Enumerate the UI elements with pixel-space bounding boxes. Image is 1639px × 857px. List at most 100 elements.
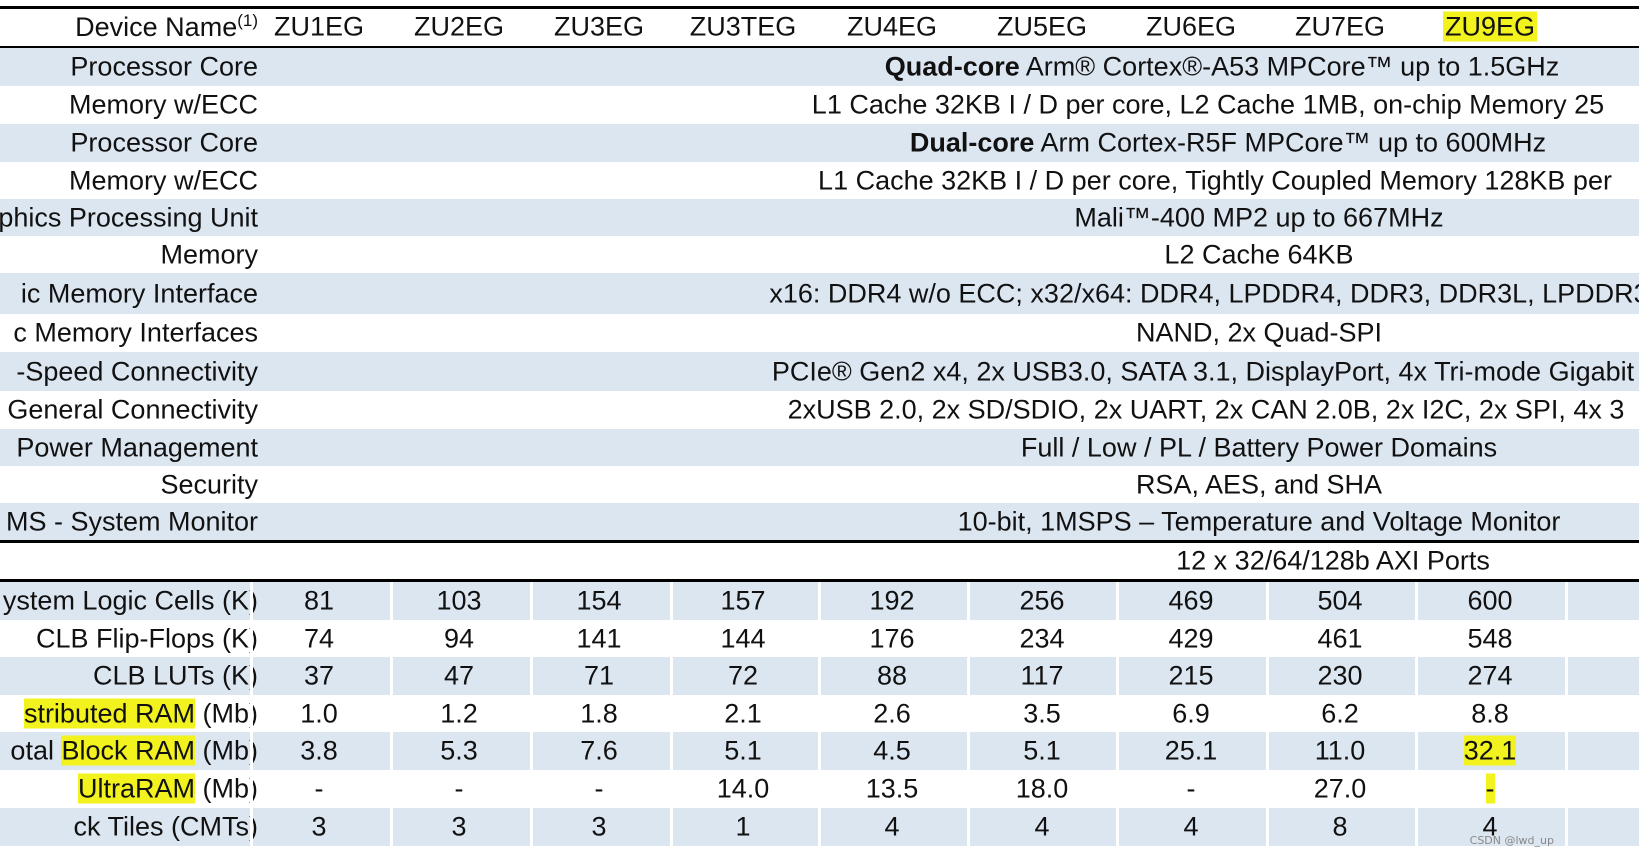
ps-feature-row: MS - System Monitor 10-bit, 1MSPS – Tempe… (0, 503, 1639, 540)
device-name: ZU9EG (1442, 11, 1538, 42)
ps-feature-row: Power Management Full / Low / PL / Batter… (0, 429, 1639, 466)
row-value: Quad-core Arm® Cortex®-A53 MPCore™ up to… (258, 48, 1639, 86)
cell-value: 71 (583, 660, 615, 691)
row-label: phics Processing Unit (0, 199, 258, 236)
value-cell: 81 (244, 582, 394, 620)
highlighted-label-part: stributed RAM (23, 698, 195, 728)
value-text: 10-bit, 1MSPS – Temperature and Voltage … (957, 506, 1561, 536)
cell-value: 3.5 (1023, 698, 1061, 728)
device-name: ZU3EG (553, 11, 645, 42)
value-cell: 429 (1116, 620, 1266, 657)
column-separator (1565, 620, 1568, 657)
ps-feature-row: ic Memory Interface x16: DDR4 w/o ECC; x3… (0, 273, 1639, 314)
column-separator (530, 770, 533, 808)
cell-value: 103 (436, 585, 482, 616)
column-separator (1415, 657, 1418, 695)
pl-top-rule (0, 579, 1639, 582)
ps-feature-row: -Speed Connectivity PCIe® Gen2 x4, 2x USB… (0, 352, 1639, 391)
cell-value: 2.1 (724, 698, 762, 728)
column-separator (670, 770, 673, 808)
value-emphasis: Quad-core (884, 51, 1020, 82)
column-separator (530, 657, 533, 695)
column-separator (1565, 657, 1568, 695)
label-part: (Mb) (195, 773, 259, 804)
column-separator (818, 657, 821, 695)
cell-value: 81 (303, 585, 335, 616)
value-cell: 5.1 (967, 732, 1117, 770)
cell-value: 4 (1034, 811, 1050, 842)
ps-feature-row: phics Processing Unit Mali™-400 MP2 up to… (0, 199, 1639, 236)
column-separator (390, 620, 393, 657)
cell-value: 429 (1168, 623, 1214, 653)
ps-feature-row: Memory w/ECC L1 Cache 32KB I / D per core… (0, 162, 1639, 199)
value-cell: 103 (384, 582, 534, 620)
row-value: L1 Cache 32KB I / D per core, L2 Cache 1… (258, 86, 1639, 124)
value-text: NAND, 2x Quad-SPI (1135, 317, 1383, 348)
column-separator (818, 582, 821, 620)
cell-value: 13.5 (865, 773, 919, 804)
row-label: ystem Logic Cells (K) (0, 582, 258, 620)
row-label: -Speed Connectivity (0, 352, 258, 391)
value-cell: 27.0 (1265, 770, 1415, 808)
value-cell: 461 (1265, 620, 1415, 657)
value-cell: 6.2 (1265, 695, 1415, 732)
value-text: L1 Cache 32KB I / D per core, Tightly Co… (818, 165, 1612, 195)
column-separator (1266, 582, 1269, 620)
cell-value: 8.8 (1471, 698, 1509, 728)
column-separator (1415, 582, 1418, 620)
cell-value: 600 (1467, 585, 1513, 616)
column-separator (967, 695, 970, 732)
device-column-header: ZU9EG (1415, 6, 1565, 48)
cell-value: 504 (1317, 585, 1363, 616)
value-cell: 215 (1116, 657, 1266, 695)
column-separator (670, 582, 673, 620)
cell-value: 5.1 (1023, 735, 1061, 766)
column-separator (1415, 770, 1418, 808)
row-label: c Memory Interfaces (0, 314, 258, 352)
value-cell: - (1116, 770, 1266, 808)
value-cell: 5.3 (384, 732, 534, 770)
ps-bottom-rule (0, 540, 1639, 543)
column-separator (967, 657, 970, 695)
device-column-header: ZU5EG (967, 6, 1117, 48)
cell-value: 154 (576, 585, 622, 616)
cell-value: 5.1 (724, 735, 762, 766)
column-separator (1565, 695, 1568, 732)
column-separator (818, 770, 821, 808)
pl-resource-row: CLB LUTs (K) 37 47 71 72 88 117 215 230 274 (0, 657, 1639, 695)
cell-value: 3.8 (300, 735, 338, 766)
row-label: stributed RAM (Mb) (0, 695, 258, 732)
column-separator (818, 620, 821, 657)
pl-resource-row: CLB Flip-Flops (K) 74 94 141 144 176 234 429 461… (0, 620, 1639, 657)
column-separator (1565, 582, 1568, 620)
device-column-header: ZU7EG (1265, 6, 1415, 48)
column-separator (1266, 657, 1269, 695)
header-label: Device Name(1) (0, 6, 258, 48)
column-separator (1266, 770, 1269, 808)
cell-value: 74 (303, 623, 335, 653)
value-cell: 3.8 (244, 732, 394, 770)
cell-value: 88 (876, 660, 908, 691)
value-text: PCIe® Gen2 x4, 2x USB3.0, SATA 3.1, Disp… (771, 356, 1635, 386)
device-name: ZU4EG (846, 11, 938, 42)
column-separator (1266, 695, 1269, 732)
value-cell: 4.5 (817, 732, 967, 770)
cell-value: 4 (1482, 811, 1498, 842)
value-cell: 7.6 (524, 732, 674, 770)
value-emphasis: Dual-core (909, 127, 1035, 158)
value-cell: 13.5 (817, 770, 967, 808)
value-cell: 11.0 (1265, 732, 1415, 770)
value-cell: 192 (817, 582, 967, 620)
value-cell: 37 (244, 657, 394, 695)
row-label: CLB Flip-Flops (K) (0, 620, 258, 657)
pl-resource-row: UltraRAM (Mb) - - - 14.0 13.5 18.0 - 27.0 - (0, 770, 1639, 808)
cell-value: 1.2 (440, 698, 478, 728)
column-separator (1415, 732, 1418, 770)
ps-feature-row: c Memory Interfaces NAND, 2x Quad-SPI (0, 314, 1639, 352)
cell-value: 1.8 (580, 698, 618, 728)
column-separator (670, 620, 673, 657)
label-part: otal (10, 735, 62, 766)
value-cell: 274 (1415, 657, 1565, 695)
cell-value: - (594, 773, 604, 804)
value-cell: 3 (524, 808, 674, 846)
